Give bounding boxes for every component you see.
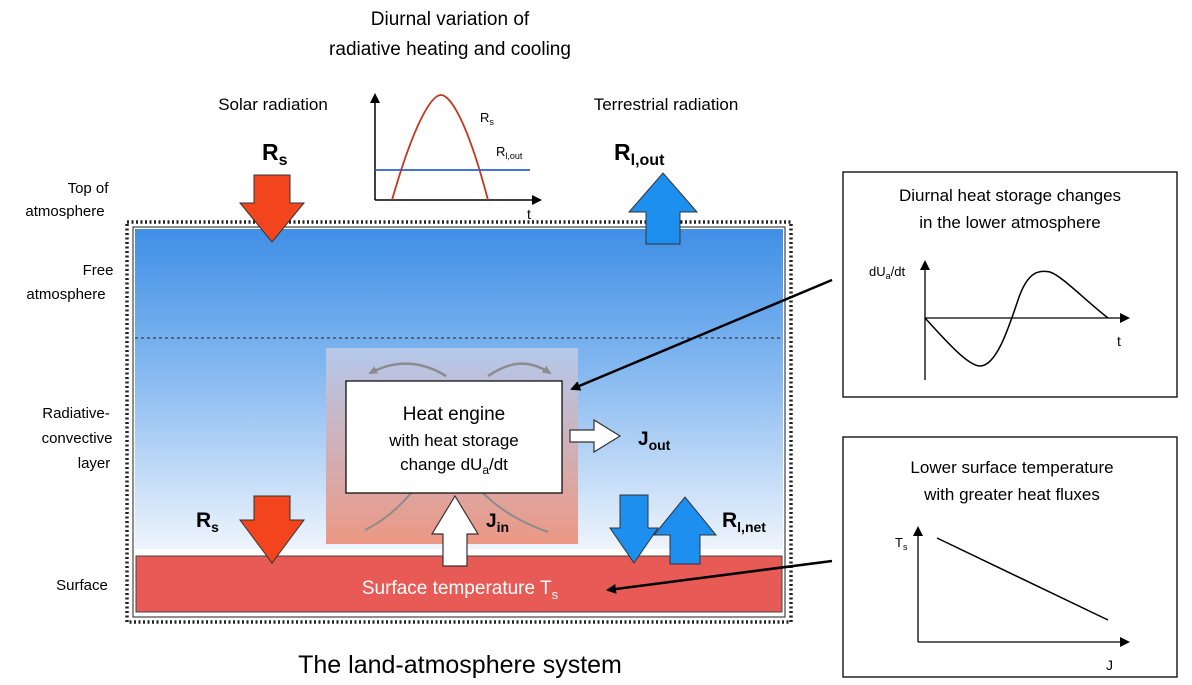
connector-storage-to-engine: [570, 278, 833, 391]
temperature-panel-title-line2: with greater heat fluxes: [923, 485, 1100, 504]
heat-engine-title: Heat engine: [403, 404, 505, 425]
heat-engine-line3: change dUa/dt: [400, 455, 508, 477]
solar-radiation-label: Solar radiation: [218, 95, 328, 114]
heat-engine-line2: with heat storage: [388, 431, 518, 450]
inset-rs-label: Rs: [480, 110, 494, 127]
surface-temperature-label: Surface temperature Ts: [362, 578, 559, 602]
connector-temperature-to-surface: [606, 559, 833, 594]
storage-panel: [842, 171, 1178, 398]
temperature-ylabel: Ts: [895, 535, 908, 552]
system-title: The land-atmosphere system: [298, 651, 622, 679]
free-atmosphere-label-line2: atmosphere: [26, 286, 105, 303]
storage-panel-title-line2: in the lower atmosphere: [919, 213, 1100, 232]
rl-out-top-label: Rl,out: [614, 139, 665, 169]
convection-arrow-left: [368, 362, 447, 378]
system-boundary-box: [125, 220, 793, 624]
system-boundary-box-inner: [132, 226, 786, 618]
rc-layer-label-line3: layer: [78, 455, 111, 472]
free-atmosphere-label-line1: Free: [83, 262, 114, 279]
storage-panel-title-line1: Diurnal heat storage changes: [899, 186, 1121, 205]
j-in-label: Jin: [486, 511, 509, 535]
terrestrial-radiation-label: Terrestrial radiation: [594, 95, 739, 114]
radiation-inset-chart: Rs Rl,out t: [370, 93, 542, 222]
j-in-arrow: [430, 494, 480, 567]
convection-arrow-right: [487, 362, 552, 378]
terrestrial-arrow-down: [609, 494, 659, 564]
toa-label-line1: Top of: [68, 180, 110, 197]
header-title-line2: radiative heating and cooling: [329, 39, 571, 60]
temperature-trend-line: [936, 537, 1109, 621]
header-title-line1: Diurnal variation of: [371, 9, 530, 30]
inset-rl-label: Rl,out: [496, 144, 523, 161]
rs-top-label: Rs: [262, 139, 288, 169]
surface-label: Surface: [56, 577, 108, 594]
rc-layer-label-line2: convective: [42, 430, 113, 447]
solar-arrow-lower: [239, 495, 305, 564]
toa-label-line2: atmosphere: [25, 203, 104, 220]
heat-engine-box: [345, 380, 563, 494]
temperature-panel-title-line1: Lower surface temperature: [910, 458, 1113, 477]
rc-layer-label-line1: Radiative-: [42, 405, 110, 422]
storage-xlabel: t: [1117, 333, 1121, 349]
convection-curve-bottom-left: [364, 491, 413, 531]
j-out-label: Jout: [638, 429, 671, 453]
rs-diurnal-curve: [391, 94, 489, 201]
terrestrial-arrow-top: [627, 172, 699, 245]
inset-t-label: t: [527, 206, 531, 222]
terrestrial-arrow-up: [652, 496, 718, 565]
temperature-xlabel: J: [1106, 657, 1113, 673]
storage-curve: [924, 270, 1109, 367]
storage-ylabel: dUa/dt: [869, 264, 905, 281]
rl-net-label: Rl,net: [722, 509, 766, 535]
j-out-arrow: [569, 418, 622, 454]
surface-bar: [135, 555, 783, 613]
solar-arrow-top: [238, 174, 306, 243]
convection-curve-bottom-right: [481, 491, 549, 533]
rs-lower-label: Rs: [196, 509, 219, 535]
